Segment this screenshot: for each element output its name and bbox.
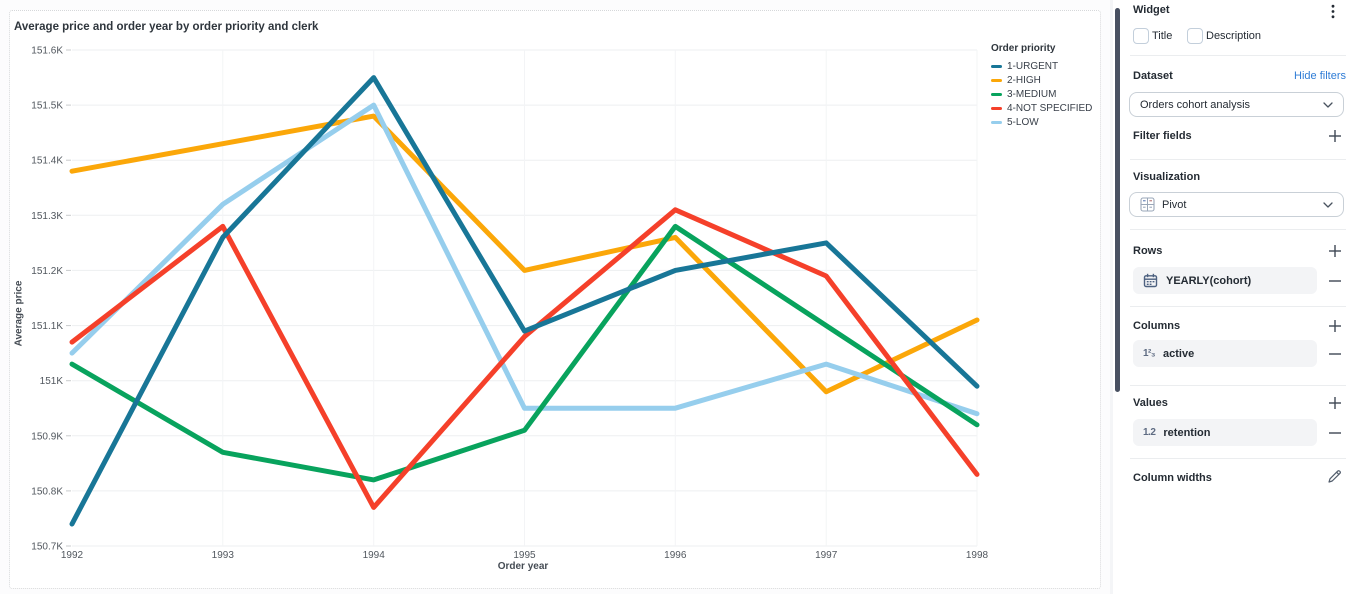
divider	[1130, 385, 1346, 386]
divider	[1130, 306, 1346, 307]
visualization-section-label: Visualization	[1133, 171, 1201, 183]
x-tick-label: 1992	[61, 550, 84, 561]
legend-item[interactable]: 3-MEDIUM	[991, 87, 1106, 101]
chart-canvas: 151.6K 151.5K 151.4K 151.3K 151.2K 151.1K 151K…	[0, 0, 1110, 594]
chevron-down-icon	[1323, 101, 1333, 108]
dataset-section-label: Dataset	[1133, 70, 1173, 82]
columns-field-pill[interactable]: 1²₃ active	[1133, 340, 1317, 367]
remove-column-button[interactable]	[1327, 346, 1342, 361]
y-tick-label: 150.7K	[31, 542, 63, 553]
decimal-12-icon: 1.2	[1143, 427, 1156, 438]
edit-column-widths-pencil-icon[interactable]	[1327, 469, 1342, 484]
y-tick-label: 151.4K	[31, 156, 63, 167]
panel-scrollbar[interactable]	[1115, 8, 1120, 392]
legend-swatch	[991, 120, 1002, 124]
calendar-icon	[1143, 273, 1158, 288]
series-line-5-LOW[interactable]	[69, 102, 980, 417]
legend-item[interactable]: 1-URGENT	[991, 59, 1106, 73]
divider	[1130, 229, 1346, 230]
series-line-2-HIGH[interactable]	[69, 113, 980, 395]
y-tick-label: 151.5K	[31, 101, 63, 112]
hide-filters-link[interactable]: Hide filters	[1294, 70, 1346, 82]
divider	[1130, 458, 1346, 459]
legend-title: Order priority	[991, 43, 1056, 54]
title-checkbox[interactable]	[1133, 28, 1149, 44]
dataset-select[interactable]: Orders cohort analysis	[1129, 92, 1344, 117]
chart-title: Average price and order year by order pr…	[14, 21, 319, 33]
y-tick-label: 151K	[40, 376, 64, 387]
integer-123-icon: 1²₃	[1143, 348, 1156, 359]
y-tick-label: 150.9K	[31, 431, 63, 442]
x-tick-label: 1997	[815, 550, 838, 561]
series-line-3-MEDIUM[interactable]	[69, 223, 980, 483]
columns-section-label: Columns	[1133, 320, 1181, 332]
divider	[1130, 55, 1346, 56]
line-chart-plot[interactable]: 151.6K 151.5K 151.4K 151.3K 151.2K 151.1K 151K…	[0, 0, 1110, 594]
y-tick-label: 151.3K	[31, 211, 63, 222]
x-tick-label: 1998	[966, 550, 989, 561]
legend-swatch	[991, 78, 1002, 82]
visualization-select[interactable]: Pivot	[1129, 192, 1344, 217]
values-field-pill[interactable]: 1.2 retention	[1133, 419, 1317, 446]
series-line-4-NOT SPECIFIED[interactable]	[69, 207, 980, 510]
legend-label: 2-HIGH	[1007, 74, 1041, 86]
add-row-button[interactable]	[1327, 243, 1342, 258]
legend-label: 3-MEDIUM	[1007, 88, 1057, 100]
rows-field-pill[interactable]: YEARLY(cohort)	[1133, 267, 1317, 294]
title-checkbox-label: Title	[1152, 30, 1173, 42]
values-field-label: retention	[1163, 426, 1211, 439]
legend-item[interactable]: 4-NOT SPECIFIED	[991, 101, 1106, 115]
chevron-down-icon	[1323, 201, 1333, 208]
legend-label: 5-LOW	[1007, 116, 1039, 128]
widget-section-label: Widget	[1133, 4, 1170, 16]
legend-item[interactable]: 5-LOW	[991, 115, 1106, 129]
widget-config-panel: Widget Title Description Dataset Hide fi…	[1113, 0, 1358, 594]
y-tick-label: 151.1K	[31, 321, 63, 332]
y-tick-label: 151.2K	[31, 266, 63, 277]
divider	[1130, 159, 1346, 160]
x-axis-title: Order year	[497, 561, 549, 572]
series-line-1-URGENT[interactable]	[69, 75, 980, 527]
filter-fields-section-label: Filter fields	[1133, 130, 1192, 142]
x-tick-label: 1996	[664, 550, 687, 561]
remove-value-button[interactable]	[1327, 425, 1342, 440]
column-widths-section-label: Column widths	[1133, 472, 1212, 484]
remove-row-button[interactable]	[1327, 273, 1342, 288]
pivot-table-icon	[1140, 197, 1155, 212]
legend-label: 1-URGENT	[1007, 60, 1059, 72]
y-tick-label: 151.6K	[31, 46, 63, 57]
chart-legend: Order priority 1-URGENT 2-HIGH 3-MEDIUM 4-N…	[991, 43, 1106, 129]
y-tick-label: 150.8K	[31, 486, 63, 497]
add-column-button[interactable]	[1327, 318, 1342, 333]
rows-field-label: YEARLY(cohort)	[1166, 274, 1252, 287]
columns-field-label: active	[1163, 347, 1195, 360]
add-filter-field-button[interactable]	[1327, 128, 1342, 143]
rows-section-label: Rows	[1133, 245, 1163, 257]
x-tick-label: 1993	[212, 550, 235, 561]
y-axis-title: Average price	[13, 280, 25, 347]
x-tick-label: 1994	[363, 550, 386, 561]
add-value-button[interactable]	[1327, 395, 1342, 410]
x-tick-label: 1995	[513, 550, 536, 561]
description-checkbox-label: Description	[1206, 30, 1262, 42]
legend-swatch	[991, 92, 1002, 96]
legend-item[interactable]: 2-HIGH	[991, 73, 1106, 87]
kebab-menu-icon[interactable]	[1326, 3, 1340, 19]
visualization-select-value: Pivot	[1162, 198, 1187, 211]
legend-label: 4-NOT SPECIFIED	[1007, 102, 1093, 114]
description-checkbox[interactable]	[1187, 28, 1203, 44]
values-section-label: Values	[1133, 397, 1168, 409]
dataset-select-value: Orders cohort analysis	[1140, 98, 1251, 111]
legend-swatch	[991, 106, 1002, 110]
legend-swatch	[991, 64, 1002, 68]
